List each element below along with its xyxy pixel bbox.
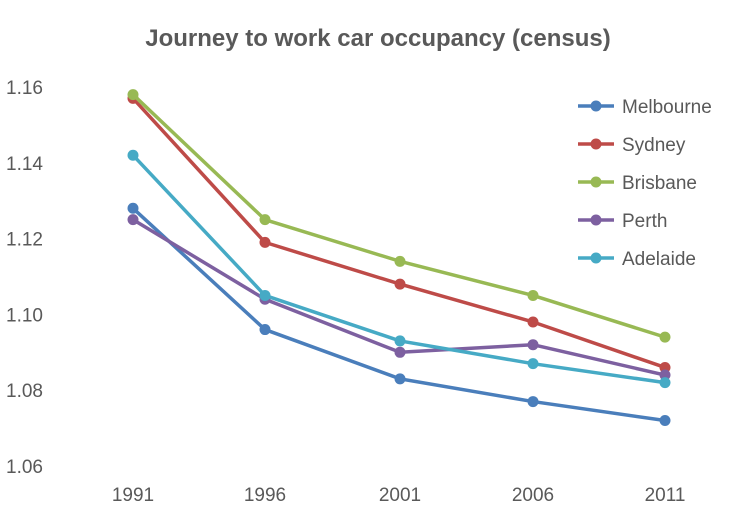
data-point [259, 324, 271, 336]
data-point [659, 361, 671, 373]
legend-label: Melbourne [622, 97, 712, 118]
data-point [659, 415, 671, 427]
legend-label: Adelaide [622, 249, 696, 270]
y-tick-label: 1.16 [6, 78, 43, 99]
data-point [259, 214, 271, 226]
data-point [127, 89, 139, 101]
y-tick-label: 1.06 [6, 457, 43, 478]
x-tick-label: 1991 [112, 485, 154, 506]
legend-item-perth: Perth [578, 211, 667, 232]
data-point [394, 255, 406, 267]
series-adelaide [127, 149, 671, 389]
data-point [659, 331, 671, 343]
series-line [131, 97, 666, 370]
x-axis: 1991 1996 2001 2006 2011 [112, 485, 686, 506]
data-point [527, 289, 539, 301]
data-point [394, 346, 406, 358]
legend: Melbourne Sydney Brisbane Perth Adelaide [578, 97, 712, 270]
data-point [527, 358, 539, 370]
x-tick-label: 1996 [244, 485, 286, 506]
data-point [394, 373, 406, 385]
y-tick-label: 1.10 [6, 305, 43, 326]
data-point [527, 396, 539, 408]
y-tick-label: 1.12 [6, 230, 43, 251]
data-point [127, 202, 139, 214]
data-point [659, 377, 671, 389]
data-point [394, 335, 406, 347]
data-point [127, 214, 139, 226]
data-point [259, 289, 271, 301]
y-tick-label: 1.08 [6, 381, 43, 402]
data-point [659, 369, 671, 381]
y-axis: 1.06 1.08 1.10 1.12 1.14 1.16 [6, 78, 43, 478]
series-group [127, 89, 671, 427]
chart-title: Journey to work car occupancy (census) [145, 25, 610, 52]
data-point [127, 149, 139, 161]
series-brisbane [127, 89, 671, 343]
legend-marker [590, 252, 602, 264]
legend-item-melbourne: Melbourne [578, 97, 712, 118]
legend-label: Sydney [622, 135, 686, 156]
legend-item-sydney: Sydney [578, 135, 686, 156]
legend-label: Brisbane [622, 173, 697, 194]
data-point [259, 236, 271, 248]
legend-item-adelaide: Adelaide [578, 249, 696, 270]
data-point [394, 278, 406, 290]
y-tick-label: 1.14 [6, 154, 43, 175]
data-point [527, 316, 539, 328]
x-tick-label: 2001 [379, 485, 421, 506]
series-sydney [127, 92, 671, 373]
legend-item-brisbane: Brisbane [578, 173, 697, 194]
x-tick-label: 2006 [512, 485, 554, 506]
legend-marker [590, 176, 602, 188]
legend-label: Perth [622, 211, 667, 232]
data-point [527, 339, 539, 351]
legend-marker [590, 100, 602, 112]
x-tick-label: 2011 [645, 485, 686, 506]
series-line [131, 93, 666, 339]
legend-marker [590, 214, 602, 226]
series-perth [127, 214, 671, 381]
series-melbourne [127, 202, 671, 427]
legend-marker [590, 138, 602, 150]
